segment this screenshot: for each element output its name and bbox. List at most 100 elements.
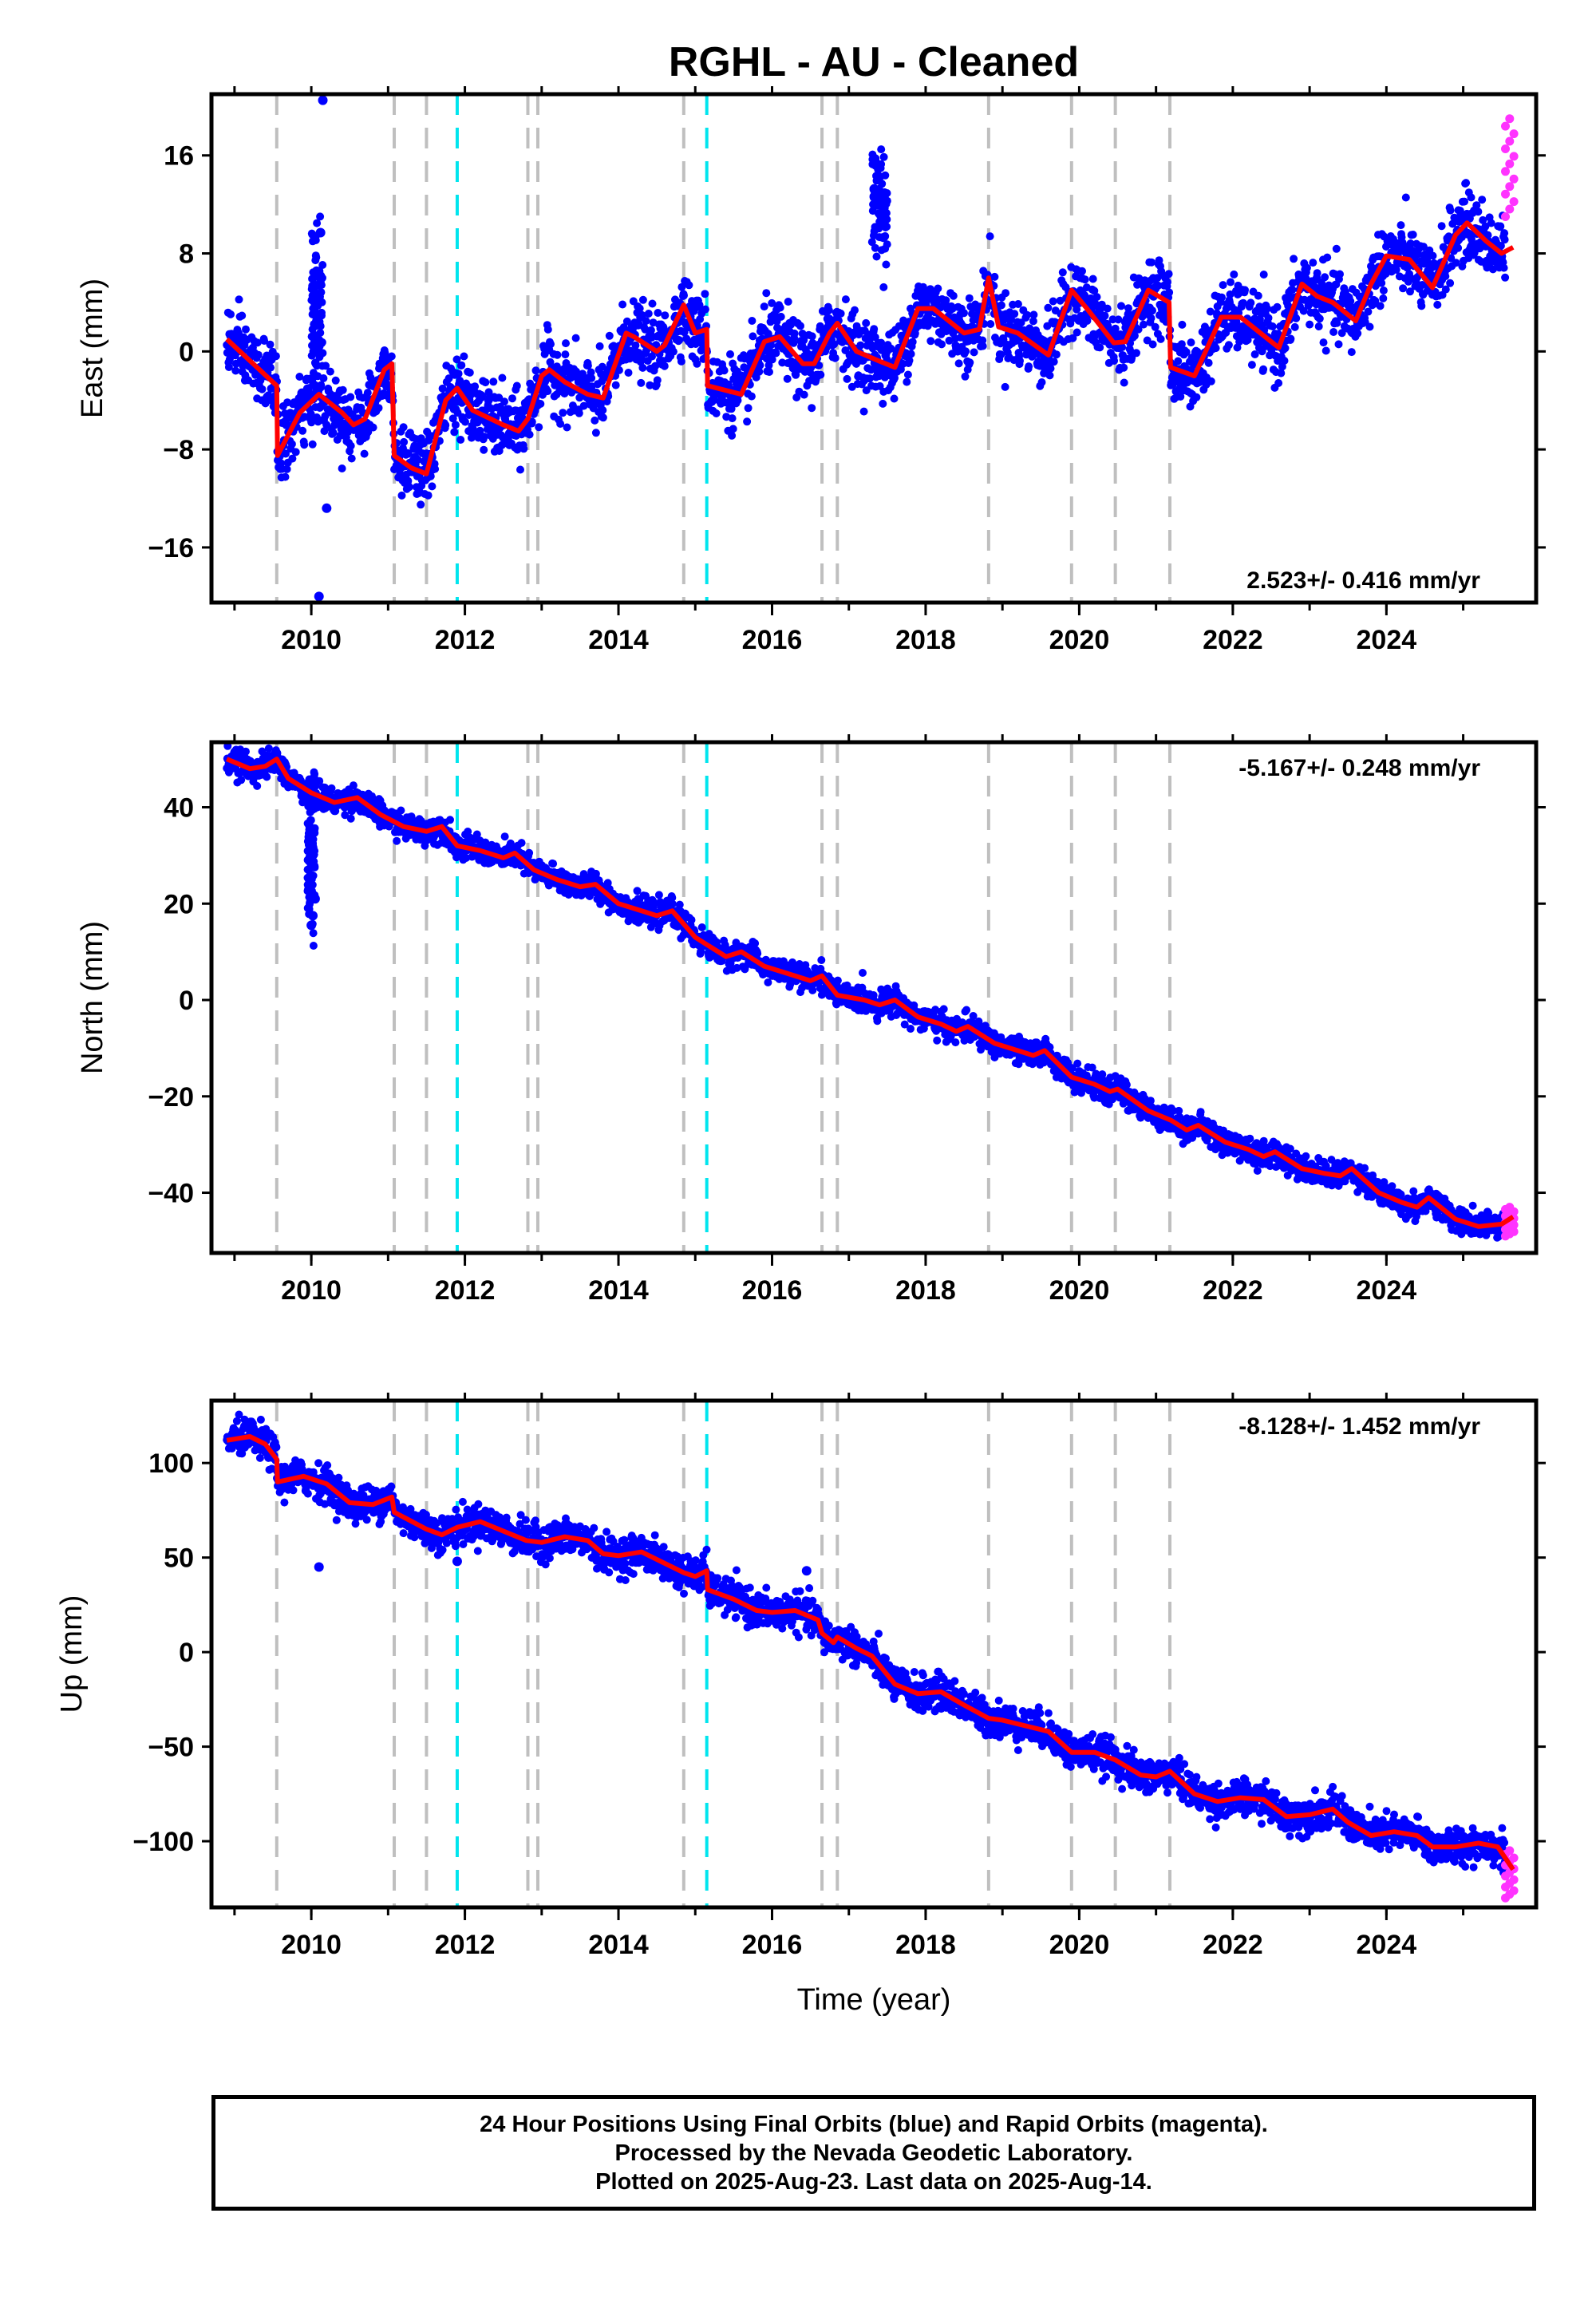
east-daily-point bbox=[295, 373, 304, 381]
east-daily-point bbox=[1337, 329, 1346, 338]
east-daily-point bbox=[1406, 239, 1415, 247]
east-rapid-point bbox=[1505, 182, 1515, 192]
east-daily-point bbox=[654, 309, 662, 317]
east-daily-point bbox=[677, 357, 685, 366]
east-cluster-point-1 bbox=[313, 282, 322, 290]
north-daily-point bbox=[341, 811, 350, 820]
east-daily-point bbox=[480, 433, 488, 441]
east-ytick-label-1: −8 bbox=[163, 435, 194, 465]
east-daily-point bbox=[748, 317, 757, 325]
east-daily-point bbox=[1219, 281, 1227, 290]
east-daily-point bbox=[1080, 275, 1089, 284]
east-daily-point bbox=[986, 320, 995, 328]
east-rapid-point bbox=[1501, 144, 1510, 153]
east-daily-point bbox=[856, 341, 865, 350]
east-daily-point bbox=[749, 332, 757, 341]
east-daily-point bbox=[978, 336, 987, 345]
east-daily-point bbox=[1025, 362, 1033, 371]
east-cluster-point-0 bbox=[867, 238, 876, 247]
east-daily-point bbox=[1227, 278, 1235, 287]
east-daily-point bbox=[966, 358, 974, 367]
east-xtick-label-4: 2018 bbox=[895, 625, 956, 655]
east-daily-point bbox=[527, 417, 536, 426]
east-daily-point bbox=[726, 350, 734, 358]
east-daily-point bbox=[512, 381, 521, 390]
east-xtick-label-6: 2022 bbox=[1203, 625, 1263, 655]
east-daily-point bbox=[1264, 314, 1273, 322]
east-daily-point bbox=[1238, 298, 1247, 307]
east-daily-point bbox=[712, 409, 721, 417]
east-daily-point bbox=[859, 407, 868, 416]
north-daily-point bbox=[687, 915, 696, 924]
east-daily-point bbox=[1154, 281, 1163, 290]
east-daily-point bbox=[843, 374, 851, 383]
east-daily-point bbox=[646, 381, 654, 389]
east-xtick-label-7: 2024 bbox=[1357, 625, 1417, 655]
north-daily-point bbox=[446, 816, 454, 824]
east-daily-point bbox=[1110, 357, 1119, 365]
east-daily-point bbox=[1333, 318, 1341, 327]
east-rapid-point bbox=[1509, 129, 1519, 139]
east-daily-point bbox=[347, 454, 356, 463]
east-daily-point bbox=[1148, 306, 1156, 315]
east-daily-point bbox=[1441, 272, 1450, 281]
east-daily-point bbox=[891, 373, 899, 382]
east-daily-point bbox=[1120, 378, 1128, 387]
east-daily-point bbox=[1176, 393, 1185, 401]
east-daily-point bbox=[831, 354, 839, 362]
east-daily-point bbox=[905, 356, 914, 365]
east-daily-point bbox=[387, 352, 396, 361]
north-daily-point bbox=[506, 839, 515, 848]
east-daily-point bbox=[1259, 365, 1268, 373]
east-daily-point bbox=[1013, 300, 1022, 308]
east-daily-point bbox=[281, 472, 290, 481]
east-daily-point bbox=[1120, 363, 1128, 372]
east-daily-point bbox=[680, 291, 688, 300]
east-daily-point bbox=[598, 413, 607, 422]
east-daily-point bbox=[879, 399, 887, 408]
east-daily-point bbox=[808, 332, 816, 341]
east-daily-point bbox=[1182, 348, 1191, 357]
east-daily-point bbox=[728, 414, 737, 423]
east-daily-point bbox=[456, 377, 464, 385]
east-daily-point bbox=[1083, 317, 1092, 325]
east-daily-point bbox=[322, 362, 330, 370]
east-daily-point bbox=[635, 304, 644, 313]
east-cluster-point-1 bbox=[317, 271, 326, 280]
east-daily-point bbox=[1073, 328, 1081, 337]
east-daily-point bbox=[306, 409, 315, 418]
east-daily-point bbox=[637, 378, 646, 387]
east-daily-point bbox=[678, 283, 686, 291]
east-daily-point bbox=[1299, 306, 1308, 315]
east-daily-point bbox=[1073, 305, 1081, 314]
east-frame bbox=[209, 92, 1539, 605]
east-daily-point bbox=[1499, 263, 1508, 272]
east-rapid-point bbox=[1501, 212, 1510, 221]
east-daily-point bbox=[1132, 349, 1140, 358]
north-daily-point bbox=[753, 949, 762, 958]
east-daily-point bbox=[1096, 343, 1104, 352]
east-daily-point bbox=[756, 361, 764, 370]
north-daily-point bbox=[764, 978, 772, 986]
east-daily-point bbox=[961, 372, 970, 381]
east-daily-point bbox=[562, 339, 570, 348]
east-daily-point bbox=[1010, 310, 1019, 318]
east-daily-point bbox=[231, 366, 240, 375]
north-daily-point bbox=[668, 899, 677, 908]
east-daily-point bbox=[381, 349, 389, 358]
east-daily-point bbox=[783, 374, 792, 383]
east-daily-point bbox=[489, 377, 498, 386]
east-daily-point bbox=[1300, 295, 1309, 304]
east-daily-point bbox=[242, 325, 250, 334]
east-daily-point bbox=[431, 464, 440, 473]
east-daily-point bbox=[1103, 304, 1112, 313]
east-daily-point bbox=[1448, 219, 1457, 228]
east-daily-point bbox=[1016, 357, 1024, 366]
east-daily-point bbox=[631, 341, 640, 350]
east-xtick-label-3: 2016 bbox=[742, 625, 803, 655]
east-daily-point bbox=[903, 377, 911, 386]
east-daily-point bbox=[934, 284, 942, 293]
east-daily-point bbox=[1309, 259, 1317, 267]
east-xtick-label-1: 2012 bbox=[435, 625, 496, 655]
